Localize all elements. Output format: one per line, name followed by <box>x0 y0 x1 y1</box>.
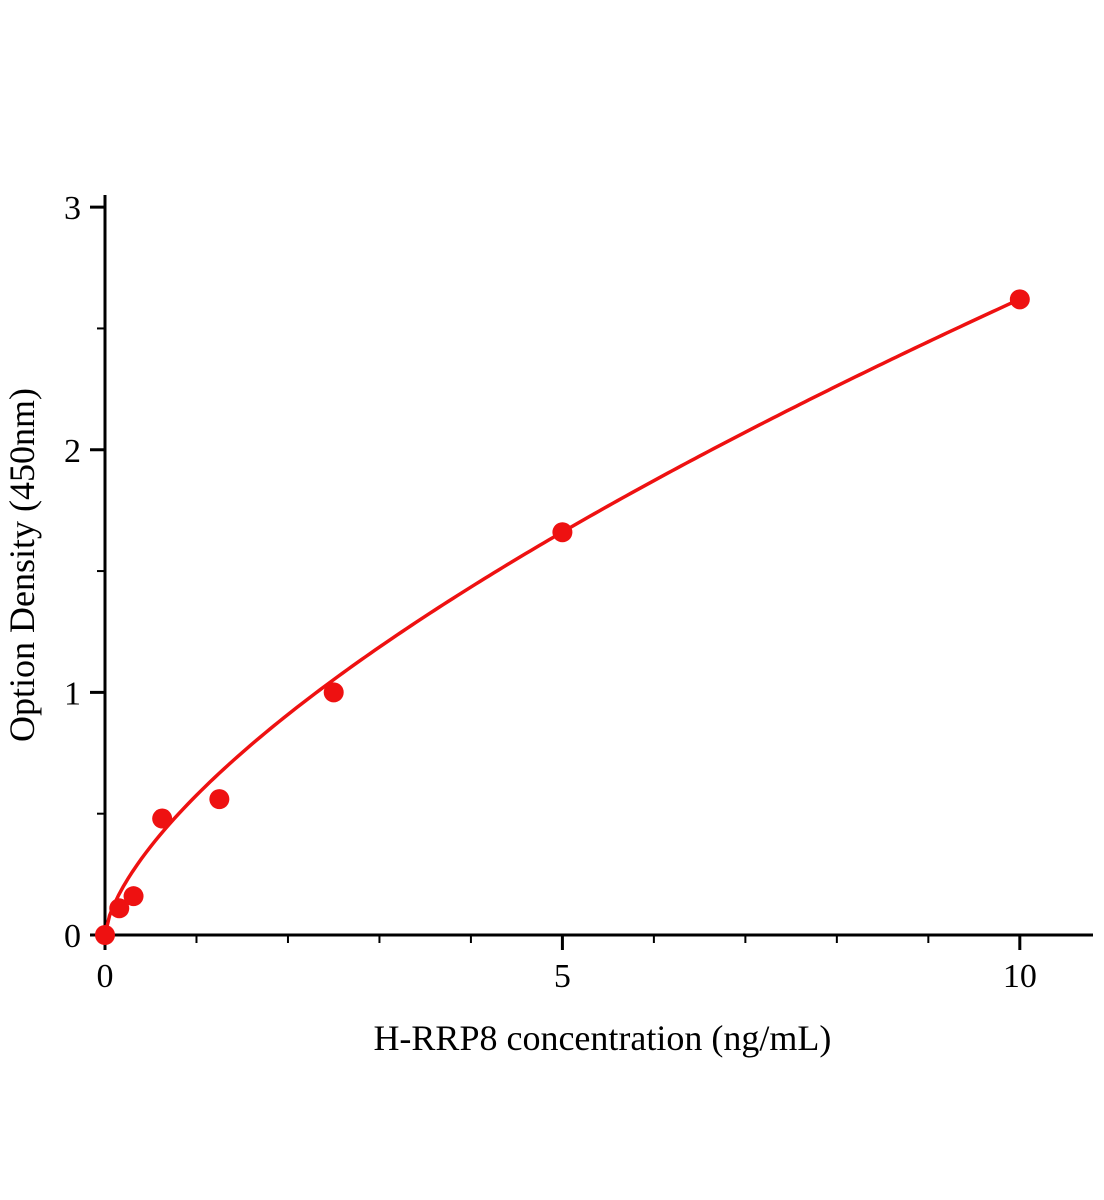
x-axis-tick-labels: 0 5 10 <box>97 958 1037 995</box>
data-point <box>1009 289 1030 310</box>
x-tick-label: 0 <box>97 958 114 995</box>
y-tick-label: 1 <box>64 675 81 712</box>
y-axis-title: Option Density (450nm) <box>2 388 42 742</box>
y-axis-tick-labels: 0 1 2 3 <box>64 190 81 955</box>
data-point <box>152 808 173 829</box>
y-axis-minor-ticks <box>97 327 105 815</box>
fitted-curve <box>103 297 1022 937</box>
x-axis-minor-ticks <box>195 935 930 943</box>
data-point <box>109 898 130 919</box>
x-axis-ticks <box>103 935 1022 950</box>
x-tick-label: 5 <box>554 958 571 995</box>
data-point <box>95 925 115 945</box>
data-point <box>323 682 344 703</box>
data-point <box>209 789 230 810</box>
y-tick-label: 3 <box>64 190 81 227</box>
data-points <box>95 289 1030 945</box>
x-tick-label: 10 <box>1003 958 1037 995</box>
y-tick-label: 2 <box>64 433 81 470</box>
y-tick-label: 0 <box>64 918 81 955</box>
data-point <box>123 886 144 907</box>
x-axis-title: H-RRP8 concentration (ng/mL) <box>373 1018 831 1058</box>
data-point <box>552 522 573 543</box>
